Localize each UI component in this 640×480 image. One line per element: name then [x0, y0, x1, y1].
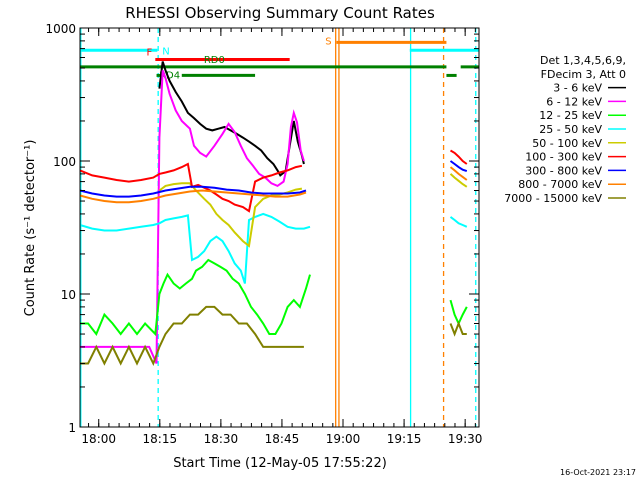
- plot-area: N S F RD0 RD4: [79, 28, 479, 427]
- series-line-12-25-kev: [80, 258, 311, 337]
- y-tick-label: 1: [68, 421, 76, 435]
- legend-label-6-12-kev: 6 - 12 keV: [546, 95, 602, 108]
- state-bar-label-rd0: RD0: [204, 55, 225, 66]
- x-tick-label: 18:45: [265, 432, 300, 446]
- x-axis: 18:00 18:15 18:30 18:45 19:00 19:15 19:30: [81, 28, 482, 446]
- series-line-6-12-kev: [80, 70, 305, 364]
- series-line-7000-15000-kev: [80, 305, 304, 367]
- x-tick-label: 18:15: [143, 432, 178, 446]
- series-line-post-gap: [449, 299, 468, 326]
- legend-label-3-6-kev: 3 - 6 keV: [553, 82, 602, 95]
- y-tick-label: 10: [61, 288, 76, 302]
- x-tick-label: 18:00: [81, 432, 116, 446]
- series-line-post-gap: [449, 320, 467, 337]
- legend-label-800-7000-kev: 800 - 7000 keV: [518, 178, 602, 191]
- legend-label-25-50-kev: 25 - 50 keV: [539, 123, 602, 136]
- chart-title: RHESSI Observing Summary Count Rates: [125, 4, 435, 22]
- x-tick-label: 19:30: [448, 432, 483, 446]
- state-bar-label-n: N: [162, 46, 169, 57]
- series-line-800-7000-kev: [79, 189, 307, 204]
- legend-label-50-100-kev: 50 - 100 keV: [532, 137, 602, 150]
- x-tick-label: 18:30: [204, 432, 239, 446]
- legend-label-12-25-kev: 12 - 25 keV: [539, 109, 602, 122]
- series-line-300-800-kev: [79, 185, 307, 198]
- legend-label-300-800-kev: 300 - 800 keV: [525, 164, 602, 177]
- series-line-post-gap: [449, 173, 468, 188]
- series-line-post-gap: [449, 216, 468, 228]
- legend-header: FDecim 3, Att 0: [541, 68, 626, 81]
- y-tick-label: 1000: [45, 22, 76, 36]
- series-line-post-gap: [449, 160, 468, 173]
- series-line-50-100-kev: [158, 182, 303, 248]
- state-bar-label-rd4: RD4: [159, 70, 180, 81]
- y-axis: 1 10 100 1000: [45, 22, 479, 435]
- y-tick-label: 100: [53, 155, 76, 169]
- series-line-25-50-kev: [79, 212, 311, 284]
- y-axis-label: Count Rate (s⁻¹ detector⁻¹): [23, 140, 38, 317]
- x-tick-label: 19:00: [326, 432, 361, 446]
- x-axis-label: Start Time (12-May-05 17:55:22): [173, 456, 387, 471]
- x-tick-label: 19:15: [387, 432, 422, 446]
- footer-timestamp: 16-Oct-2021 23:17: [560, 468, 636, 477]
- series-line-post-gap: [449, 166, 468, 181]
- legend-label-100-300-kev: 100 - 300 keV: [525, 151, 602, 164]
- legend-header: Det 1,3,4,5,6,9,: [540, 54, 626, 67]
- legend: Det 1,3,4,5,6,9,FDecim 3, Att 03 - 6 keV…: [504, 54, 626, 205]
- plot-frame: [79, 27, 480, 428]
- state-bar-label-f: F: [147, 47, 153, 58]
- series-line-post-gap: [449, 149, 468, 165]
- state-bar-label-s: S: [325, 36, 331, 47]
- legend-label-7000-15000-kev: 7000 - 15000 keV: [504, 192, 602, 205]
